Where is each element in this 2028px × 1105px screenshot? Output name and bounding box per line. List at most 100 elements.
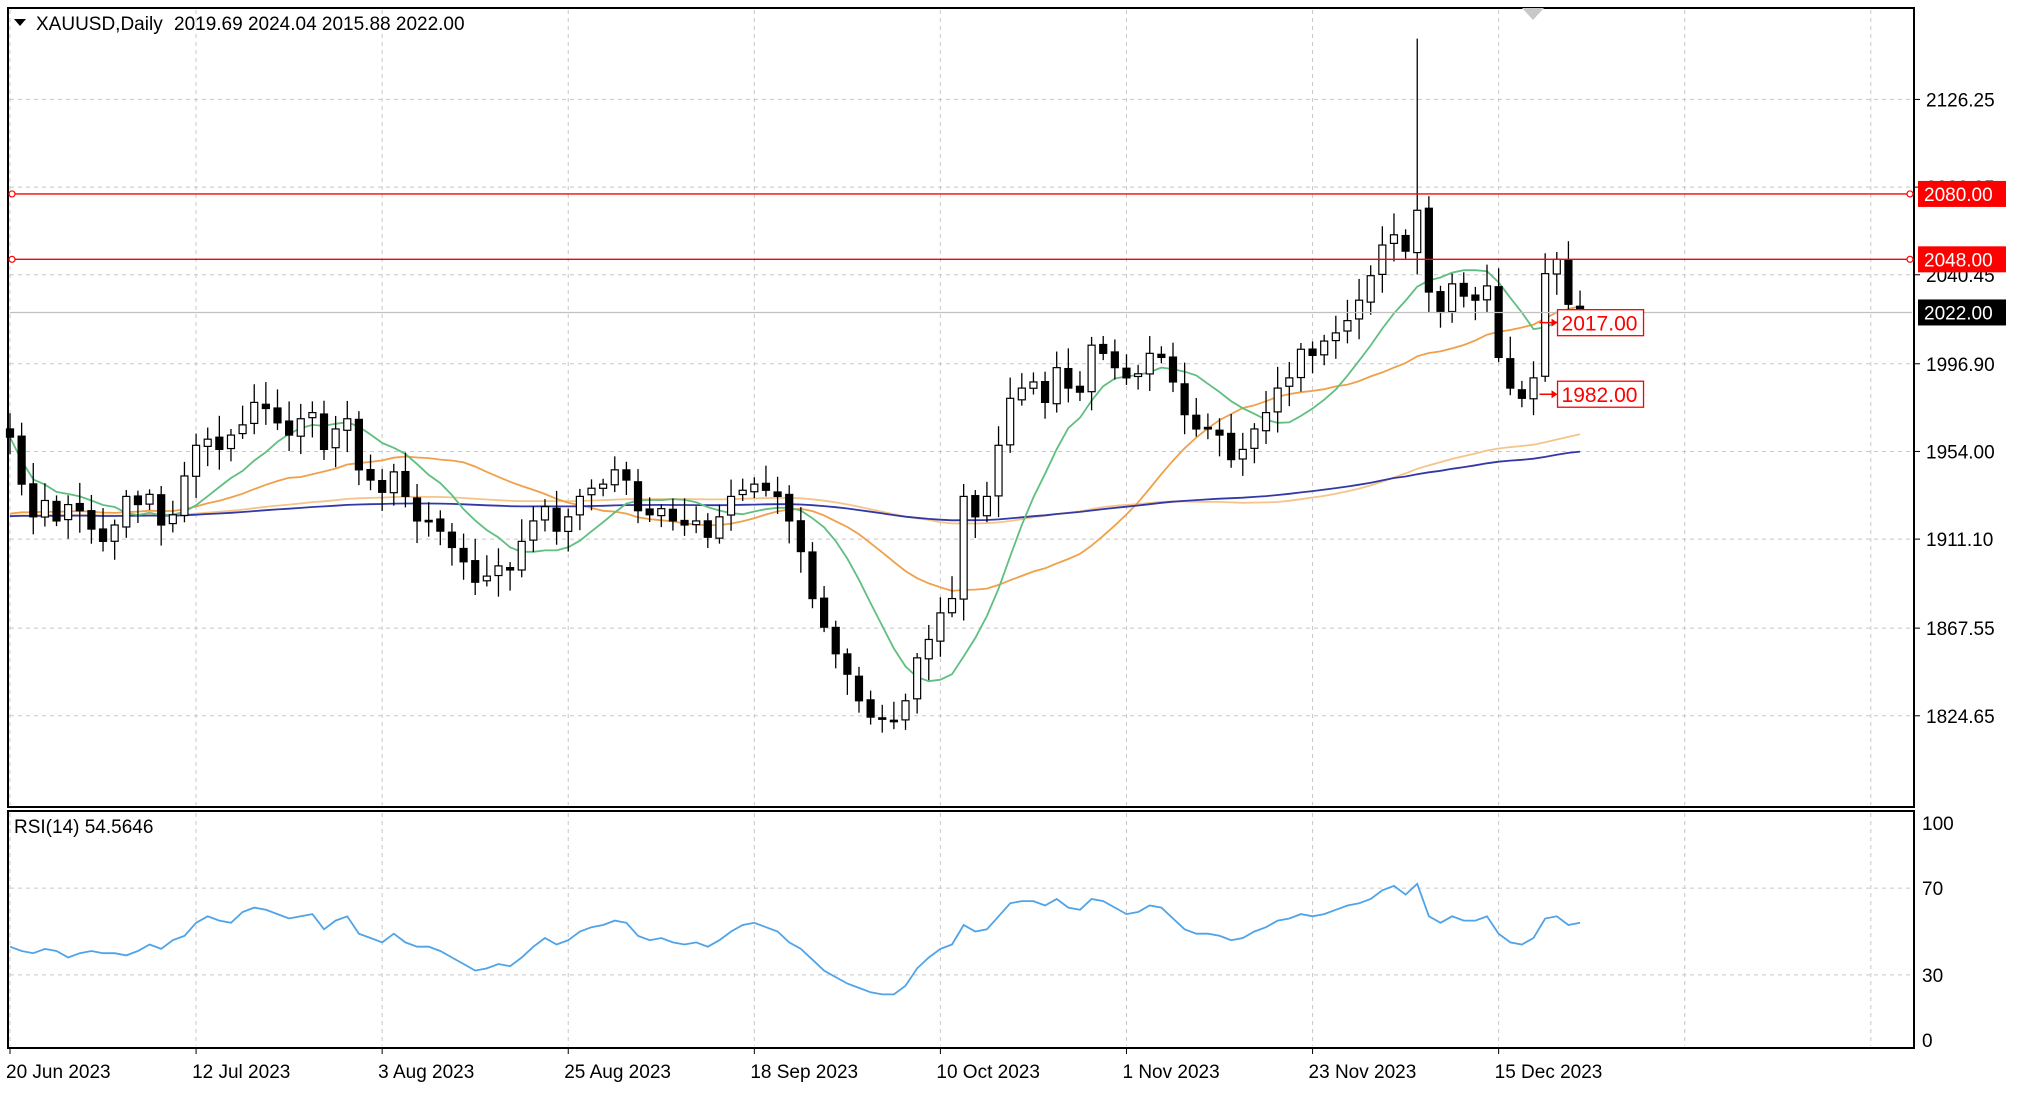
candle [250, 384, 259, 435]
candle [657, 504, 666, 528]
candle-body-bear [1215, 429, 1224, 436]
candle [1029, 372, 1038, 395]
candle [1506, 336, 1515, 396]
level-handle[interactable] [1906, 190, 1914, 198]
candle [645, 497, 654, 522]
candle-body-bear [436, 518, 445, 532]
candle [1215, 418, 1224, 457]
candle [1285, 362, 1294, 407]
rsi-grid [9, 813, 1912, 1046]
candle-body-bear [366, 468, 375, 481]
candle-body-bull [482, 575, 491, 582]
candle-body-bear [5, 428, 15, 438]
candle [436, 510, 445, 546]
candle [133, 490, 143, 524]
candle [761, 465, 771, 497]
candle-body-bear [1424, 207, 1433, 293]
candle [947, 576, 957, 618]
candle-body-bull [564, 516, 573, 533]
candle-body-bull [1529, 377, 1538, 400]
symbol-menu-icon[interactable] [14, 19, 26, 26]
candle-body-bull [1296, 348, 1306, 379]
candle [982, 481, 992, 523]
candle [1273, 366, 1282, 433]
candle-body-bear [1192, 414, 1201, 430]
candle-body-bull [738, 489, 747, 496]
candle [157, 486, 166, 546]
candle-body-bear [1203, 426, 1212, 430]
candle [354, 411, 363, 486]
candle [64, 495, 73, 539]
price-tick-label: 1911.10 [1926, 530, 1993, 551]
candle [622, 461, 631, 496]
symbol-header: XAUUSD,Daily [36, 14, 163, 35]
candle-body-bull [1006, 397, 1015, 446]
candle-body-bull [308, 412, 317, 419]
candle-body-bear [261, 403, 270, 410]
date-tick-label: 3 Aug 2023 [378, 1062, 474, 1083]
candle [1099, 335, 1108, 361]
candle [308, 401, 317, 438]
candle-body-bull [540, 506, 550, 521]
candle-body-bull [1029, 381, 1038, 389]
candle-body-bear [1308, 348, 1317, 356]
candle [366, 454, 375, 491]
candle-body-bull [1250, 428, 1259, 449]
candle [1192, 397, 1201, 437]
candle-body-bull [1017, 387, 1026, 401]
candle [1075, 371, 1085, 402]
level-price-label: 2048.00 [1924, 250, 1993, 271]
candle [1180, 362, 1189, 435]
candle [610, 456, 619, 493]
candle [459, 533, 468, 580]
candle [738, 478, 747, 501]
level-handle[interactable] [8, 255, 16, 263]
candle-body-bear [971, 495, 980, 518]
candle-body-bull [959, 495, 968, 600]
candle [1052, 351, 1061, 413]
scroll-marker-icon[interactable] [1522, 8, 1544, 20]
candle [1343, 299, 1352, 344]
candle-body-bear [1075, 385, 1085, 393]
candle-body-bear [1494, 286, 1503, 359]
candle [17, 422, 26, 496]
candle-body-bull [296, 418, 305, 437]
candle [703, 513, 712, 549]
candle-body-bull [529, 520, 538, 541]
price-tick-label: 1954.00 [1926, 442, 1995, 463]
candle-body-bull [1087, 344, 1096, 393]
candle-body-bear [1459, 282, 1468, 297]
candle-body-bear [773, 491, 782, 498]
candle-body-bull [389, 471, 398, 494]
level-handle[interactable] [1906, 255, 1914, 263]
rsi-tick-label: 70 [1922, 879, 1943, 900]
candle-body-bear [378, 479, 387, 493]
level-handle[interactable] [8, 190, 16, 198]
candle-body-bull [1273, 387, 1282, 413]
candle-body-bull [692, 520, 701, 526]
candle-body-bull [1389, 234, 1399, 244]
candle [1017, 373, 1026, 406]
candle [668, 498, 678, 531]
moving-average-line [9, 450, 1581, 522]
candle [785, 485, 794, 544]
candle-body-bear [1064, 367, 1073, 389]
candle-body-bear [633, 481, 643, 512]
candle-body-bull [1145, 352, 1154, 375]
candle [715, 504, 724, 544]
rsi-tick-label: 100 [1922, 814, 1954, 835]
candle-body-bull [575, 495, 584, 516]
moving-average-line [9, 433, 1581, 525]
candle [680, 498, 689, 536]
candle [959, 483, 968, 621]
candle [564, 508, 573, 552]
candle-body-bear [866, 699, 875, 718]
candle-body-bull [901, 700, 910, 721]
annotation-arrow-head [1551, 390, 1558, 399]
ohlc-header: 2019.69 2024.04 2015.88 2022.00 [174, 14, 465, 35]
candle-body-bear [854, 675, 864, 702]
candle [343, 400, 352, 453]
candle [540, 499, 550, 532]
candle-body-bear [285, 420, 294, 436]
candle-body-bear [52, 500, 61, 522]
